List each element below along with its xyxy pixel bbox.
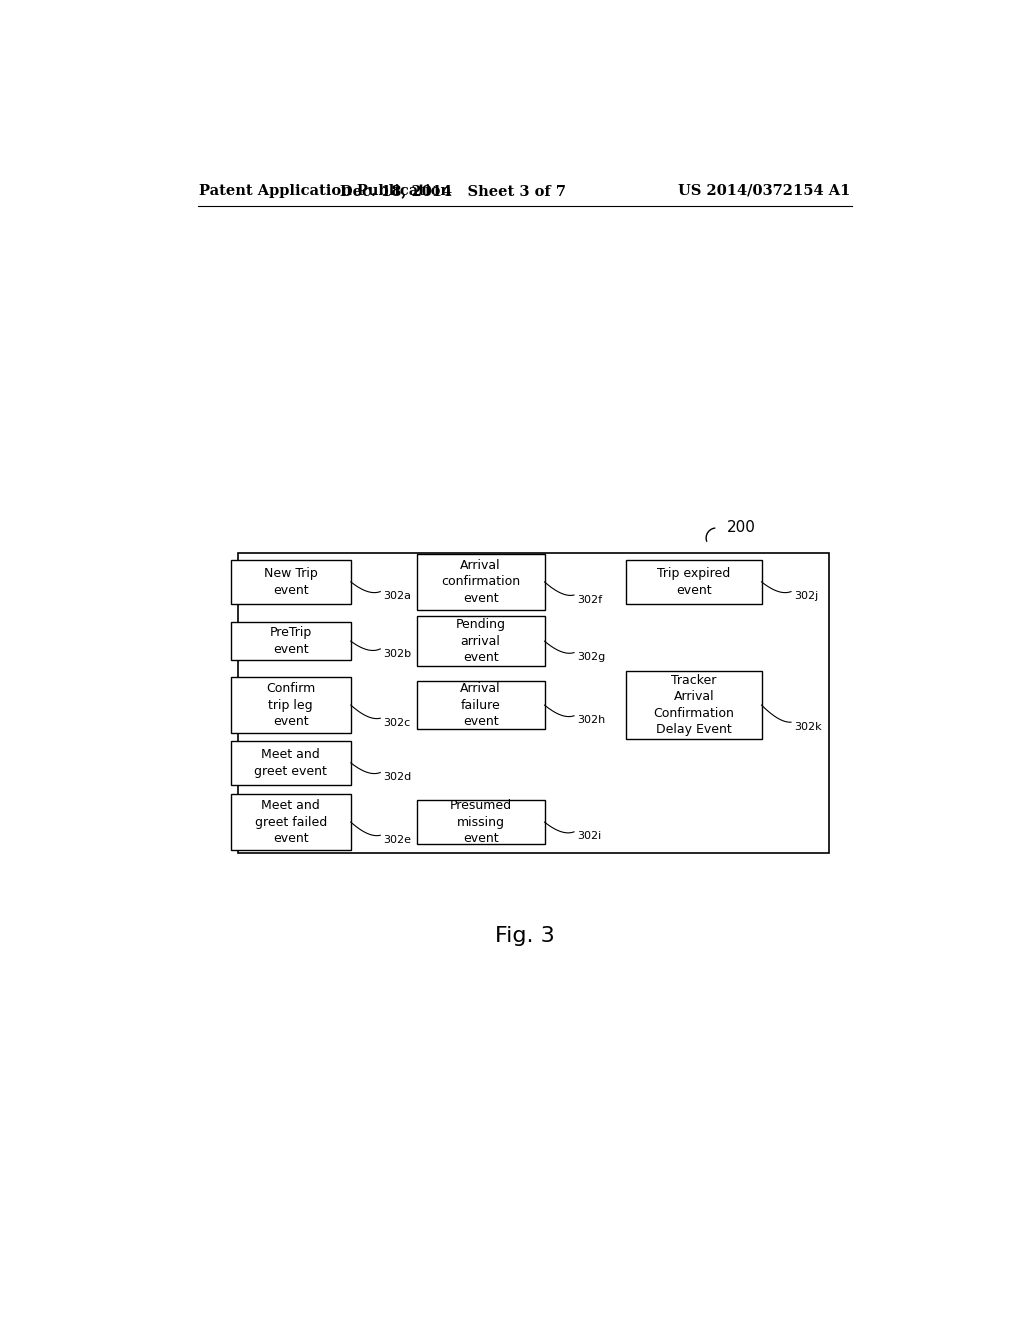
Text: 302i: 302i — [578, 832, 601, 841]
Bar — [230, 741, 351, 785]
Text: 302h: 302h — [578, 715, 605, 726]
Text: 302k: 302k — [795, 722, 821, 731]
Text: Presumed
missing
event: Presumed missing event — [450, 799, 512, 845]
Bar — [626, 672, 762, 739]
Text: 302e: 302e — [383, 834, 412, 845]
Bar — [230, 560, 351, 605]
Text: Trip expired
event: Trip expired event — [657, 568, 730, 597]
Text: Fig. 3: Fig. 3 — [495, 927, 555, 946]
Text: 302a: 302a — [383, 591, 412, 601]
Bar — [417, 681, 545, 729]
Bar — [417, 554, 545, 610]
Text: Tracker
Arrival
Confirmation
Delay Event: Tracker Arrival Confirmation Delay Event — [653, 673, 734, 737]
Text: Meet and
greet event: Meet and greet event — [254, 748, 328, 777]
Bar — [417, 616, 545, 667]
Text: Arrival
failure
event: Arrival failure event — [461, 682, 501, 729]
Bar — [417, 800, 545, 845]
Text: 302c: 302c — [383, 718, 411, 727]
Text: PreTrip
event: PreTrip event — [269, 627, 312, 656]
Bar — [230, 795, 351, 850]
Text: 302g: 302g — [578, 652, 605, 663]
Text: Meet and
greet failed
event: Meet and greet failed event — [255, 799, 327, 845]
Bar — [230, 622, 351, 660]
Text: 200: 200 — [727, 520, 756, 535]
Bar — [238, 553, 828, 853]
Text: New Trip
event: New Trip event — [264, 568, 317, 597]
Text: Arrival
confirmation
event: Arrival confirmation event — [441, 558, 520, 605]
Text: Pending
arrival
event: Pending arrival event — [456, 618, 506, 664]
Text: US 2014/0372154 A1: US 2014/0372154 A1 — [678, 183, 850, 198]
Text: 302d: 302d — [383, 772, 412, 783]
Text: Dec. 18, 2014   Sheet 3 of 7: Dec. 18, 2014 Sheet 3 of 7 — [341, 183, 566, 198]
Bar — [626, 560, 762, 605]
Text: Patent Application Publication: Patent Application Publication — [200, 183, 452, 198]
Text: 302b: 302b — [383, 648, 412, 659]
Text: 302j: 302j — [795, 591, 818, 601]
Text: Confirm
trip leg
event: Confirm trip leg event — [266, 682, 315, 729]
Bar — [230, 677, 351, 733]
Text: 302f: 302f — [578, 594, 602, 605]
